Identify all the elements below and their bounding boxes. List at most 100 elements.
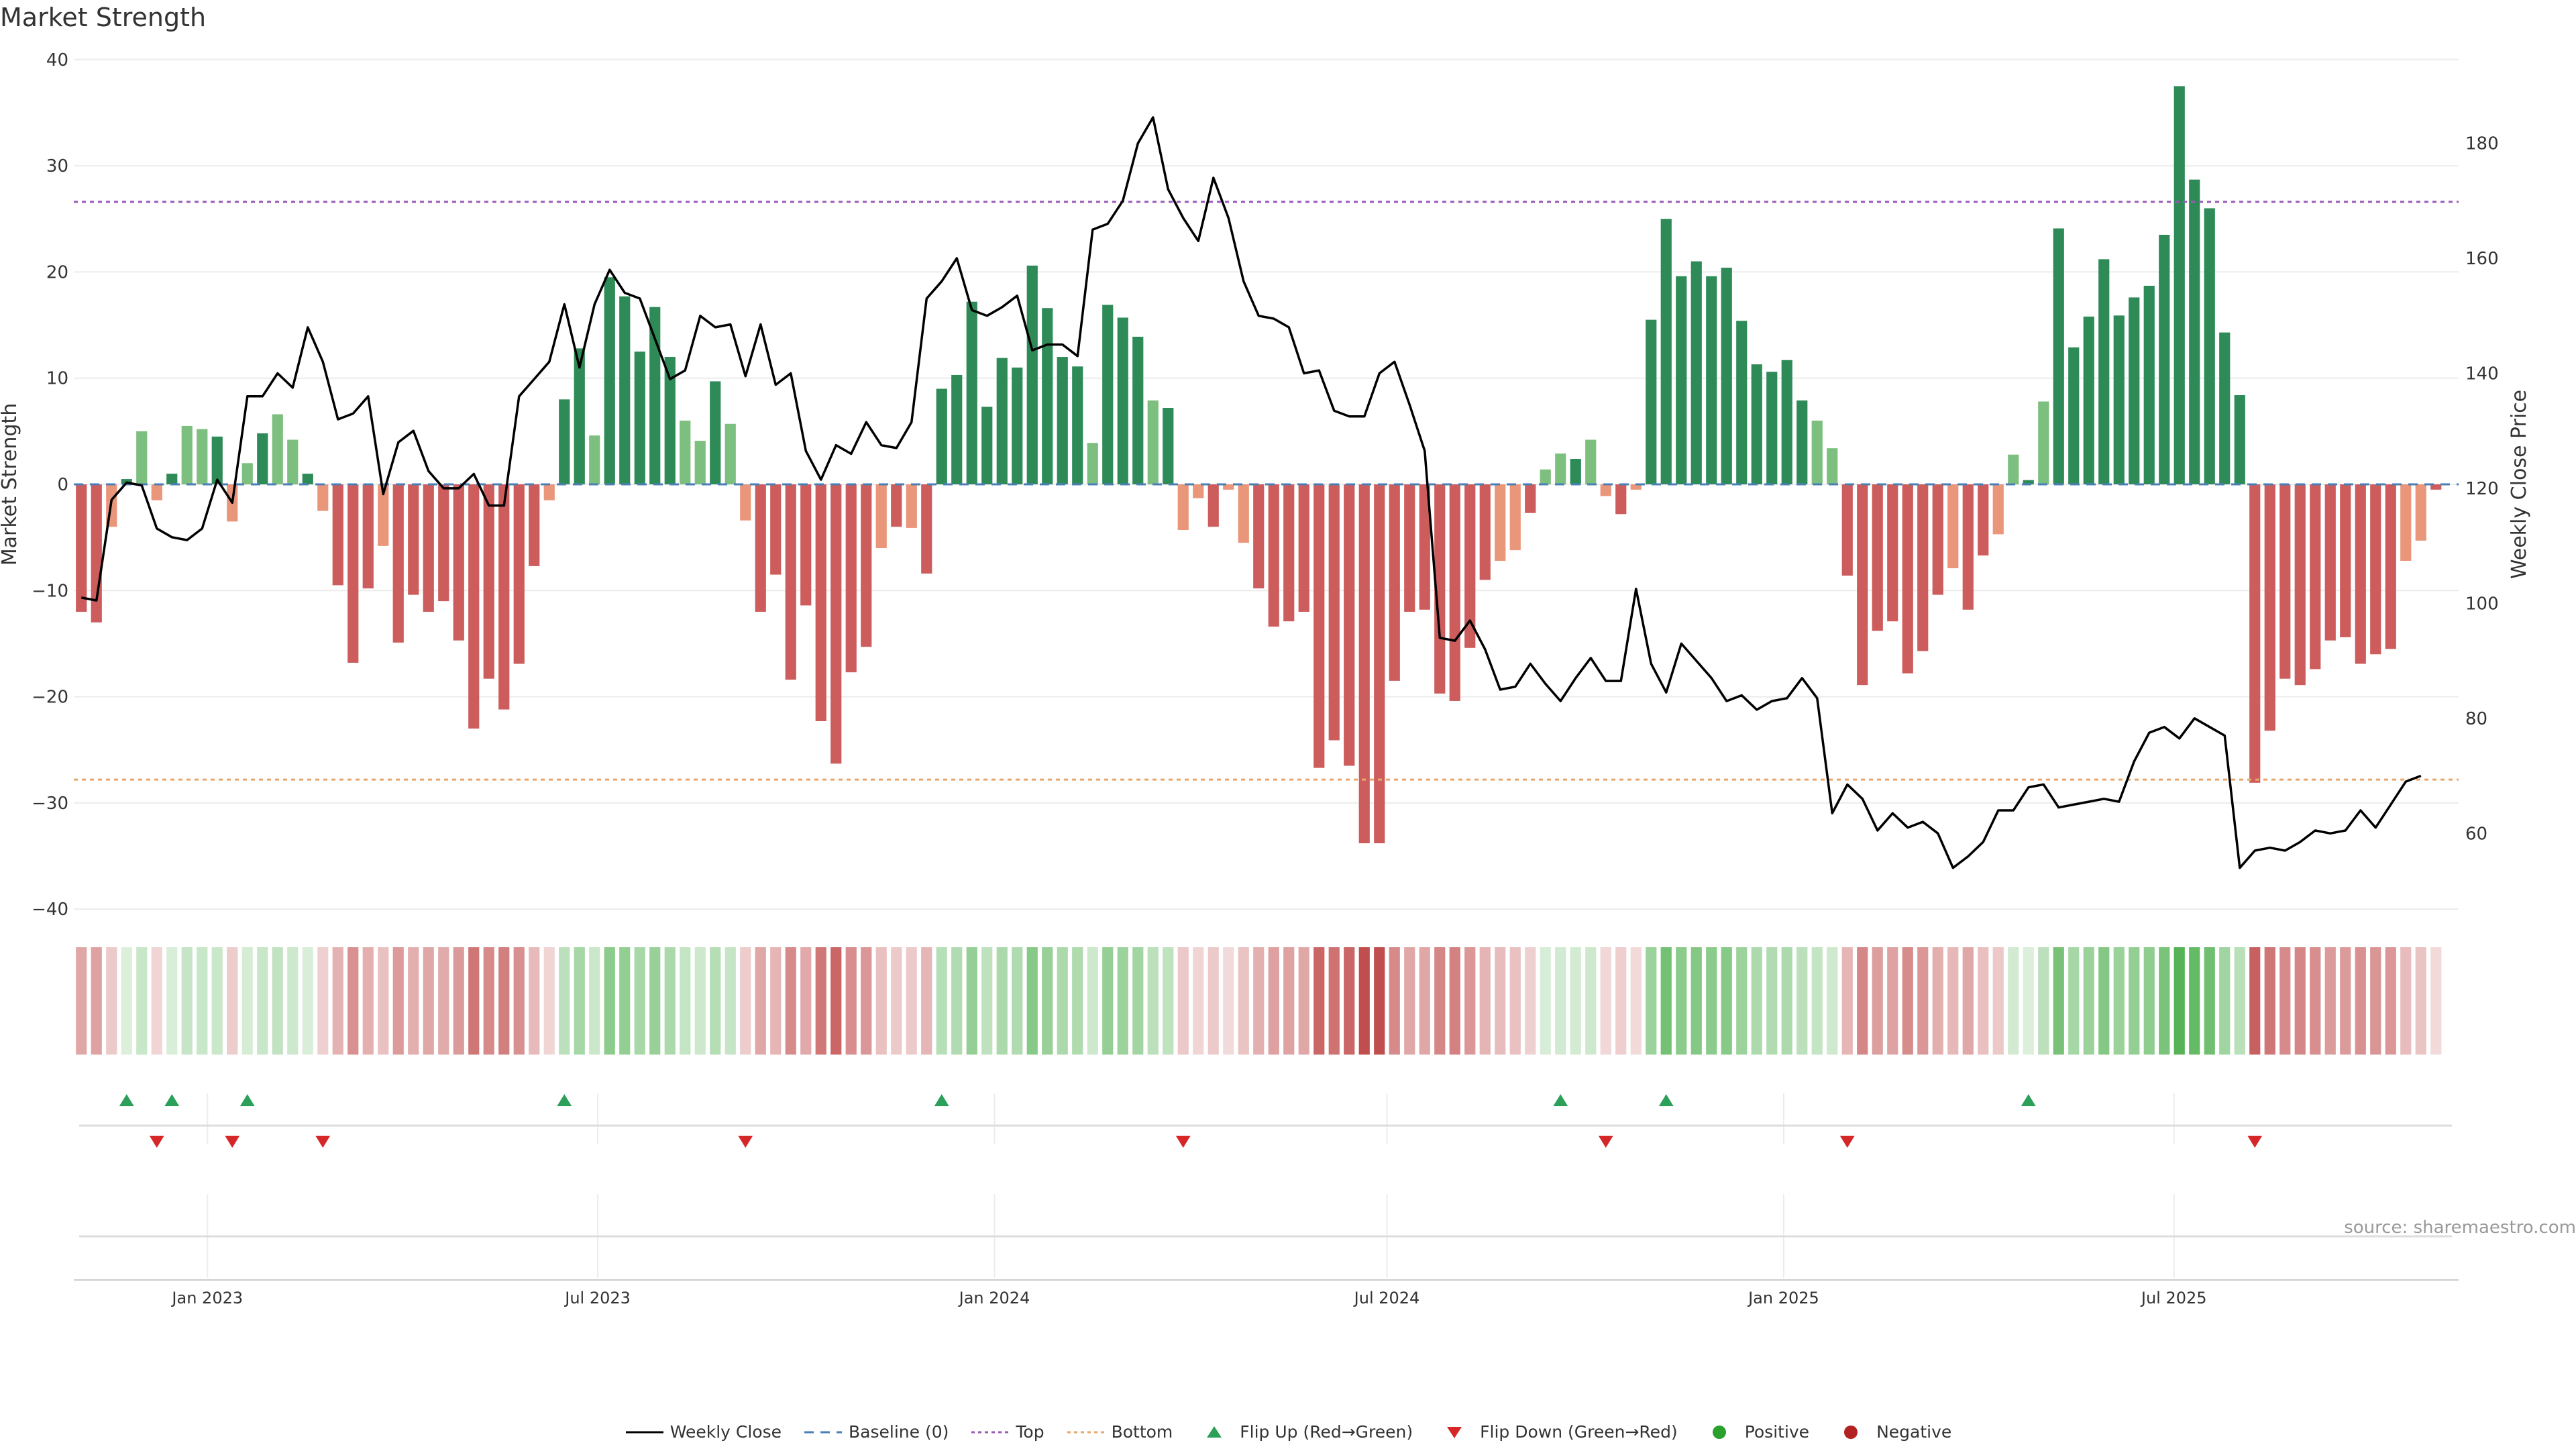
strength-bar (1313, 484, 1325, 768)
flip-up-marker (2021, 1094, 2036, 1106)
left-tick-label: 30 (46, 156, 68, 176)
legend-item: Weekly Close (625, 1422, 782, 1442)
strength-bar (392, 484, 404, 643)
strength-bar (136, 431, 148, 484)
flip-down-marker (738, 1136, 753, 1148)
heat-strip-cell (1690, 947, 1702, 1055)
strength-bar (1600, 484, 1611, 496)
chart-title: Market Strength (0, 3, 207, 32)
left-tick-label: −10 (32, 581, 68, 601)
heat-strip-cell (1887, 947, 1898, 1055)
strength-bar (317, 484, 329, 511)
strength-bar (1147, 400, 1159, 484)
heat-strip-cell (1012, 947, 1023, 1055)
heat-strip-cell (2264, 947, 2275, 1055)
heat-strip-cell (498, 947, 510, 1055)
heat-strip-cell (921, 947, 932, 1055)
heat-strip-cell (1992, 947, 2004, 1055)
heat-strip-cell (724, 947, 736, 1055)
baseline-legend-line (804, 1431, 843, 1433)
strength-bar (1283, 484, 1295, 622)
legend-item: Top (970, 1422, 1044, 1442)
strength-bar (241, 463, 253, 484)
strength-bar (1841, 484, 1853, 576)
strength-bar (1072, 366, 1083, 484)
strength-bar (921, 484, 932, 574)
strength-bar (2113, 315, 2125, 484)
heat-strip-cell (710, 947, 721, 1055)
strength-bar (694, 441, 706, 484)
top-legend-line (971, 1431, 1010, 1433)
heat-strip-cell (392, 947, 404, 1055)
heat-strip-cell (574, 947, 585, 1055)
strength-bar (347, 484, 359, 663)
heat-strip-cell (227, 947, 238, 1055)
strength-bar (1751, 364, 1762, 484)
strength-bar (966, 301, 977, 484)
heat-strip-cell (2038, 947, 2049, 1055)
strength-bar (408, 484, 419, 595)
strength-bar (1615, 484, 1627, 515)
heat-strip-cell (1026, 947, 1038, 1055)
heat-strip-cell (362, 947, 374, 1055)
heat-strip-cell (1464, 947, 1476, 1055)
heat-strip-cell (302, 947, 313, 1055)
strength-bar (604, 277, 615, 484)
strength-bar (151, 484, 162, 500)
strength-bar (1268, 484, 1279, 627)
strength-bar (2355, 484, 2366, 664)
strength-bar (2400, 484, 2412, 561)
heat-strip-cell (1932, 947, 1943, 1055)
strength-bar (302, 474, 313, 484)
legend-label: Positive (1744, 1422, 1810, 1442)
heat-strip-cell (423, 947, 434, 1055)
left-tick-label: 0 (57, 475, 68, 495)
heat-strip-cell (1736, 947, 1748, 1055)
strength-bar (2189, 179, 2200, 484)
strength-bar (1660, 219, 1672, 484)
bottom-legend-line (1067, 1431, 1105, 1433)
strength-bar (2023, 480, 2034, 484)
strength-bar (830, 484, 842, 764)
strength-bar (740, 484, 751, 521)
x-tick-label: Jan 2025 (1747, 1289, 1819, 1307)
heat-strip-cell (1721, 947, 1732, 1055)
strength-bar (197, 429, 208, 484)
legend-item: Flip Up (Red→Green) (1194, 1422, 1413, 1442)
strength-bar (1857, 484, 1868, 686)
strength-bar (1208, 484, 1219, 527)
strength-bar (2129, 297, 2140, 484)
heat-strip-cell (2189, 947, 2200, 1055)
heat-strip-cell (2279, 947, 2291, 1055)
strength-bar (2038, 401, 2049, 484)
strength-bar (755, 484, 766, 612)
legend-label: Flip Down (Green→Red) (1480, 1422, 1678, 1442)
heat-strip-cell (1495, 947, 1506, 1055)
strength-bar (483, 484, 494, 679)
heat-strip-cell (106, 947, 117, 1055)
heat-strip-cell (1827, 947, 1838, 1055)
strength-bar (800, 484, 812, 606)
strength-bar (634, 352, 645, 484)
heat-strip-cell (634, 947, 645, 1055)
heat-strip-cell (1102, 947, 1114, 1055)
strength-bar (1525, 484, 1536, 513)
heat-strip-cell (1374, 947, 1385, 1055)
heat-strip-cell (2370, 947, 2381, 1055)
heat-strip-cell (800, 947, 812, 1055)
heat-strip-cell (785, 947, 796, 1055)
heat-strip-cell (2249, 947, 2261, 1055)
heat-strip-cell (1358, 947, 1370, 1055)
heat-strip-cell (845, 947, 857, 1055)
heat-strip-cell (1570, 947, 1581, 1055)
heat-strip-cell (770, 947, 782, 1055)
strength-bar (1947, 484, 1959, 569)
heat-strip-cell (1419, 947, 1430, 1055)
heat-strip-cell (1298, 947, 1309, 1055)
strength-bar (1404, 484, 1415, 612)
heat-strip-cell (2129, 947, 2140, 1055)
heat-strip-cell (906, 947, 917, 1055)
heat-strip-cell (1676, 947, 1687, 1055)
heat-strip-cell (2098, 947, 2110, 1055)
strength-bar (1117, 317, 1128, 484)
